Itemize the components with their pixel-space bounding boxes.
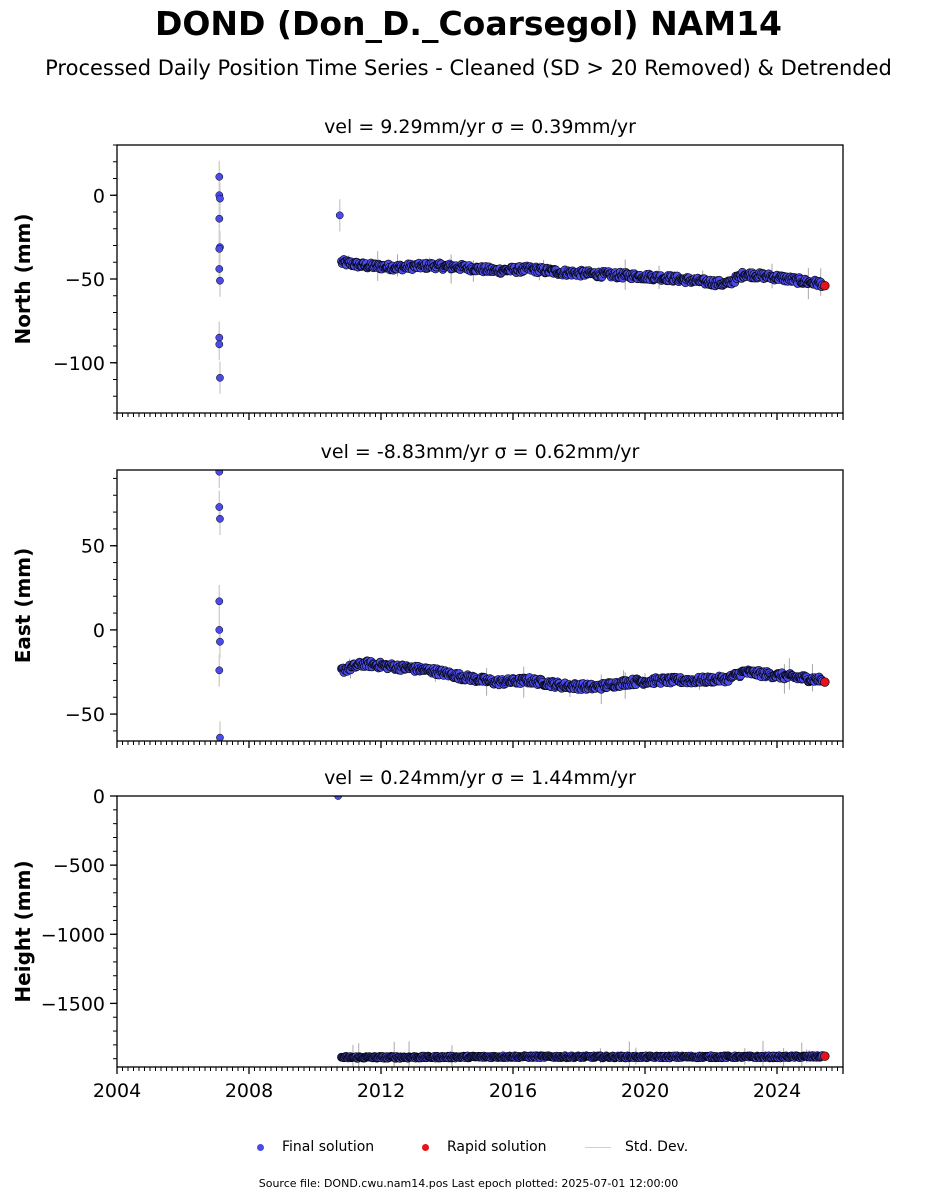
chart-canvas: vel = 9.29mm/yr σ = 0.39mm/yr North (mm) 0…: [11, 116, 844, 1102]
final-solution-point: [216, 733, 224, 741]
plot-area-0: [215, 160, 830, 394]
legend: Final solution Rapid solution Std. Dev.: [0, 1136, 937, 1158]
x-tick-label: 2024: [753, 1080, 801, 1102]
rapid-solution-point: [820, 1051, 830, 1061]
panel-title-1: vel = -8.83mm/yr σ = 0.62mm/yr: [321, 441, 640, 463]
final-solution-point: [215, 214, 224, 223]
std-dev-line-icon: [585, 1146, 611, 1148]
x-tick-label: 2012: [357, 1080, 405, 1102]
x-tick-label: 2016: [489, 1080, 537, 1102]
final-solution-point: [215, 666, 224, 675]
final-solution-point: [216, 194, 224, 203]
y-axis-label-0: North (mm): [11, 213, 35, 344]
y-tick-label: −50: [65, 269, 105, 291]
y-axis-label-2: Height (mm): [11, 860, 35, 1002]
y-tick-label: −1500: [41, 993, 105, 1015]
y-tick-label: −500: [53, 855, 105, 877]
legend-item-stddev: Std. Dev.: [585, 1136, 688, 1158]
final-solution-point: [215, 470, 224, 476]
rapid-solution-point: [820, 281, 830, 291]
final-solution-point: [216, 373, 224, 382]
legend-item-final: Final solution: [257, 1136, 374, 1158]
legend-label-final: Final solution: [282, 1139, 375, 1155]
sub-title: Processed Daily Position Time Series - C…: [45, 56, 892, 80]
x-tick-label: 2008: [225, 1080, 273, 1102]
axes-frame-2: [116, 795, 844, 1068]
rapid-solution-point: [820, 677, 830, 687]
final-solution-point: [215, 265, 224, 273]
final-solution-marker-icon: [257, 1143, 264, 1151]
plot-area-2: [334, 796, 830, 1067]
legend-item-rapid: Rapid solution: [422, 1136, 547, 1158]
panel-title-0: vel = 9.29mm/yr σ = 0.39mm/yr: [324, 116, 636, 138]
y-tick-label: 50: [81, 536, 105, 558]
final-solution-point: [215, 503, 224, 511]
final-solution-point: [215, 333, 224, 342]
y-tick-label: −1000: [41, 924, 105, 946]
final-solution-point: [215, 340, 224, 349]
rapid-solution-marker-icon: [422, 1143, 429, 1151]
x-tick-label: 2020: [621, 1080, 669, 1102]
final-solution-point: [215, 597, 224, 606]
y-tick-label: −50: [65, 704, 105, 726]
final-solution-point: [215, 626, 224, 634]
final-solution-point: [216, 637, 224, 646]
plot-area-1: [215, 470, 830, 741]
final-solution-point: [215, 245, 224, 253]
y-tick-label: 0: [93, 185, 105, 207]
axes-frame-1: [116, 469, 844, 742]
y-tick-label: 0: [93, 786, 105, 808]
x-tick-label: 2004: [93, 1080, 141, 1102]
source-footer: Source file: DOND.cwu.nam14.pos Last epo…: [258, 1177, 679, 1190]
y-axis-label-1: East (mm): [11, 548, 35, 664]
legend-label-rapid: Rapid solution: [447, 1139, 547, 1155]
y-tick-label: 0: [93, 620, 105, 642]
final-solution-point: [216, 514, 224, 523]
final-solution-point: [215, 172, 224, 181]
final-solution-point: [335, 211, 344, 220]
legend-label-stddev: Std. Dev.: [625, 1139, 689, 1155]
y-tick-label: −100: [53, 353, 105, 375]
panel-title-2: vel = 0.24mm/yr σ = 1.44mm/yr: [324, 767, 636, 789]
main-title: DOND (Don_D._Coarsegol) NAM14: [154, 4, 783, 43]
final-solution-point: [216, 276, 224, 285]
